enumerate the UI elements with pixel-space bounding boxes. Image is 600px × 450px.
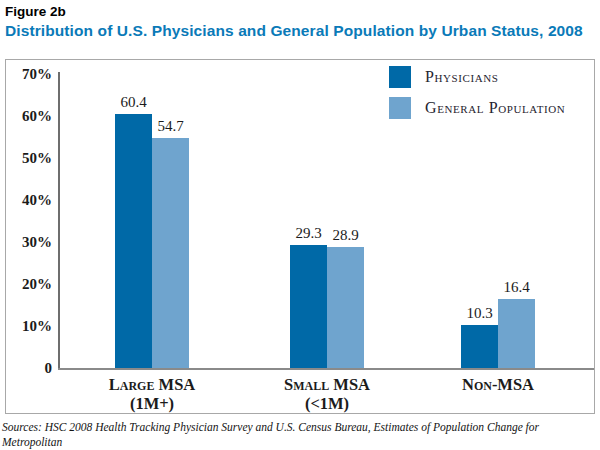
y-tick-label: 10% [6, 316, 52, 336]
legend-item-physicians: Physicians [389, 66, 565, 88]
bar-value-label: 28.9 [332, 226, 358, 244]
bar-physicians-small-msa [290, 245, 327, 368]
bar-general-population-small-msa [327, 247, 364, 368]
y-tick-label: 0 [6, 358, 52, 378]
y-tick-label: 20% [6, 274, 52, 294]
x-category-name: Large MSA [109, 375, 195, 394]
bar-value-label: 10.3 [466, 304, 492, 322]
x-category-sublabel: (<1M) [284, 394, 370, 413]
bar-value-label: 29.3 [295, 224, 321, 242]
x-category-large-msa: Large MSA (1M+) [109, 375, 195, 413]
legend-item-general-population: General Population [389, 97, 565, 119]
bar-physicians-large-msa [115, 114, 152, 368]
x-category-name: Non-MSA [462, 375, 534, 394]
figure-label: Figure 2b [5, 4, 600, 19]
y-tick-label: 40% [6, 190, 52, 210]
legend-swatch-general-population-icon [389, 97, 411, 119]
bar-value-label: 60.4 [120, 93, 146, 111]
bar-general-population-large-msa [152, 138, 189, 368]
legend-label-general-population: General Population [425, 99, 565, 117]
x-category-non-msa: Non-MSA [462, 375, 534, 394]
y-tick-label: 70% [6, 64, 52, 84]
legend-label-physicians: Physicians [425, 68, 499, 86]
y-tick-label: 30% [6, 232, 52, 252]
x-category-name: Small MSA [284, 375, 370, 394]
y-tick-label: 60% [6, 106, 52, 126]
bar-physicians-non-msa [461, 325, 498, 368]
bar-general-population-non-msa [498, 299, 535, 368]
y-tick-label: 50% [6, 148, 52, 168]
source-note: Sources: HSC 2008 Health Tracking Physic… [2, 420, 596, 450]
y-axis-tick-labels: 70% 60% 50% 40% 30% 20% 10% 0 [6, 60, 52, 413]
x-category-sublabel: (1M+) [109, 394, 195, 413]
y-axis-line [58, 72, 60, 368]
x-category-small-msa: Small MSA (<1M) [284, 375, 370, 413]
x-axis-line [58, 368, 594, 370]
bar-value-label: 54.7 [157, 117, 183, 135]
source-line: Sources: HSC 2008 Health Tracking Physic… [2, 420, 596, 449]
chart-frame: 70% 60% 50% 40% 30% 20% 10% 0 60.4 54.7 29.3 28… [5, 59, 595, 414]
figure-title: Distribution of U.S. Physicians and Gene… [5, 22, 600, 40]
bar-value-label: 16.4 [503, 278, 529, 296]
figure-page: Figure 2b Distribution of U.S. Physician… [0, 4, 600, 450]
legend-swatch-physicians-icon [389, 66, 411, 88]
legend: Physicians General Population [389, 66, 565, 128]
